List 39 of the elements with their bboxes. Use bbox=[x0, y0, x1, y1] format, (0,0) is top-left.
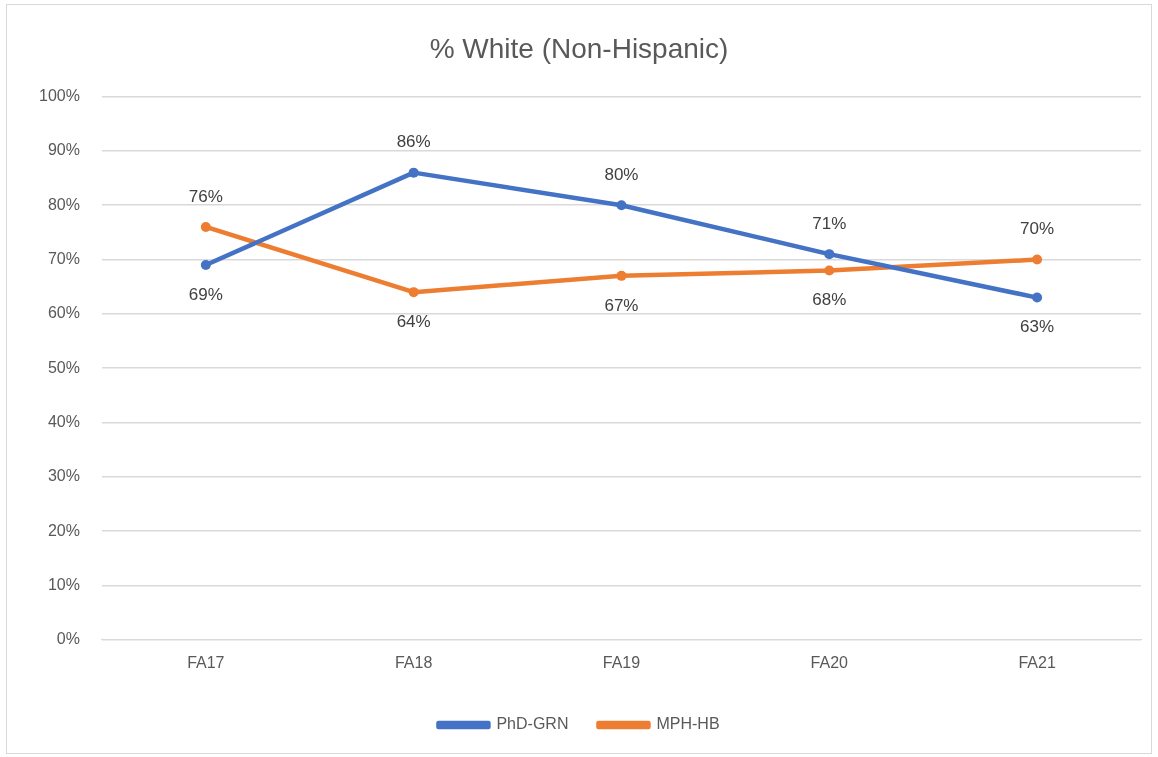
x-tick-label: FA18 bbox=[394, 653, 433, 671]
y-tick-label: 80% bbox=[47, 195, 80, 213]
x-tick-label: FA20 bbox=[810, 653, 849, 671]
legend-label: PhD-GRN bbox=[496, 715, 569, 733]
y-tick-label: 0% bbox=[56, 630, 80, 648]
data-label: 70% bbox=[1020, 219, 1055, 239]
data-label: 64% bbox=[396, 311, 431, 331]
data-label: 69% bbox=[188, 284, 223, 304]
x-tick-label: FA19 bbox=[602, 653, 641, 671]
y-tick-label: 40% bbox=[47, 412, 80, 430]
point bbox=[1032, 292, 1043, 303]
point bbox=[616, 270, 627, 281]
y-tick-label: 90% bbox=[47, 141, 80, 159]
data-label: 86% bbox=[396, 132, 431, 152]
point bbox=[1032, 254, 1043, 265]
point bbox=[408, 167, 419, 178]
y-tick-label: 100% bbox=[39, 87, 80, 105]
data-label: 68% bbox=[812, 290, 847, 310]
x-tick-label: FA17 bbox=[187, 653, 225, 671]
x-tick-label: FA21 bbox=[1018, 653, 1056, 671]
y-tick-label: 50% bbox=[47, 358, 80, 376]
y-tick-label: 20% bbox=[47, 521, 80, 539]
data-label: 67% bbox=[604, 295, 639, 315]
legend-label: MPH-HB bbox=[656, 715, 720, 733]
point bbox=[824, 265, 835, 276]
y-tick-label: 10% bbox=[47, 575, 80, 593]
data-label: 71% bbox=[812, 213, 847, 233]
point bbox=[824, 249, 835, 260]
point bbox=[200, 221, 211, 232]
data-label: 80% bbox=[604, 164, 639, 184]
y-tick-label: 30% bbox=[47, 467, 80, 485]
point bbox=[408, 287, 419, 298]
y-tick-label: 70% bbox=[47, 249, 80, 267]
data-label: 63% bbox=[1020, 317, 1055, 337]
point bbox=[200, 259, 211, 270]
data-label: 76% bbox=[188, 186, 223, 206]
chart-title: % White (Non-Hispanic) bbox=[429, 32, 729, 64]
y-tick-label: 60% bbox=[47, 304, 80, 322]
point bbox=[616, 200, 627, 211]
